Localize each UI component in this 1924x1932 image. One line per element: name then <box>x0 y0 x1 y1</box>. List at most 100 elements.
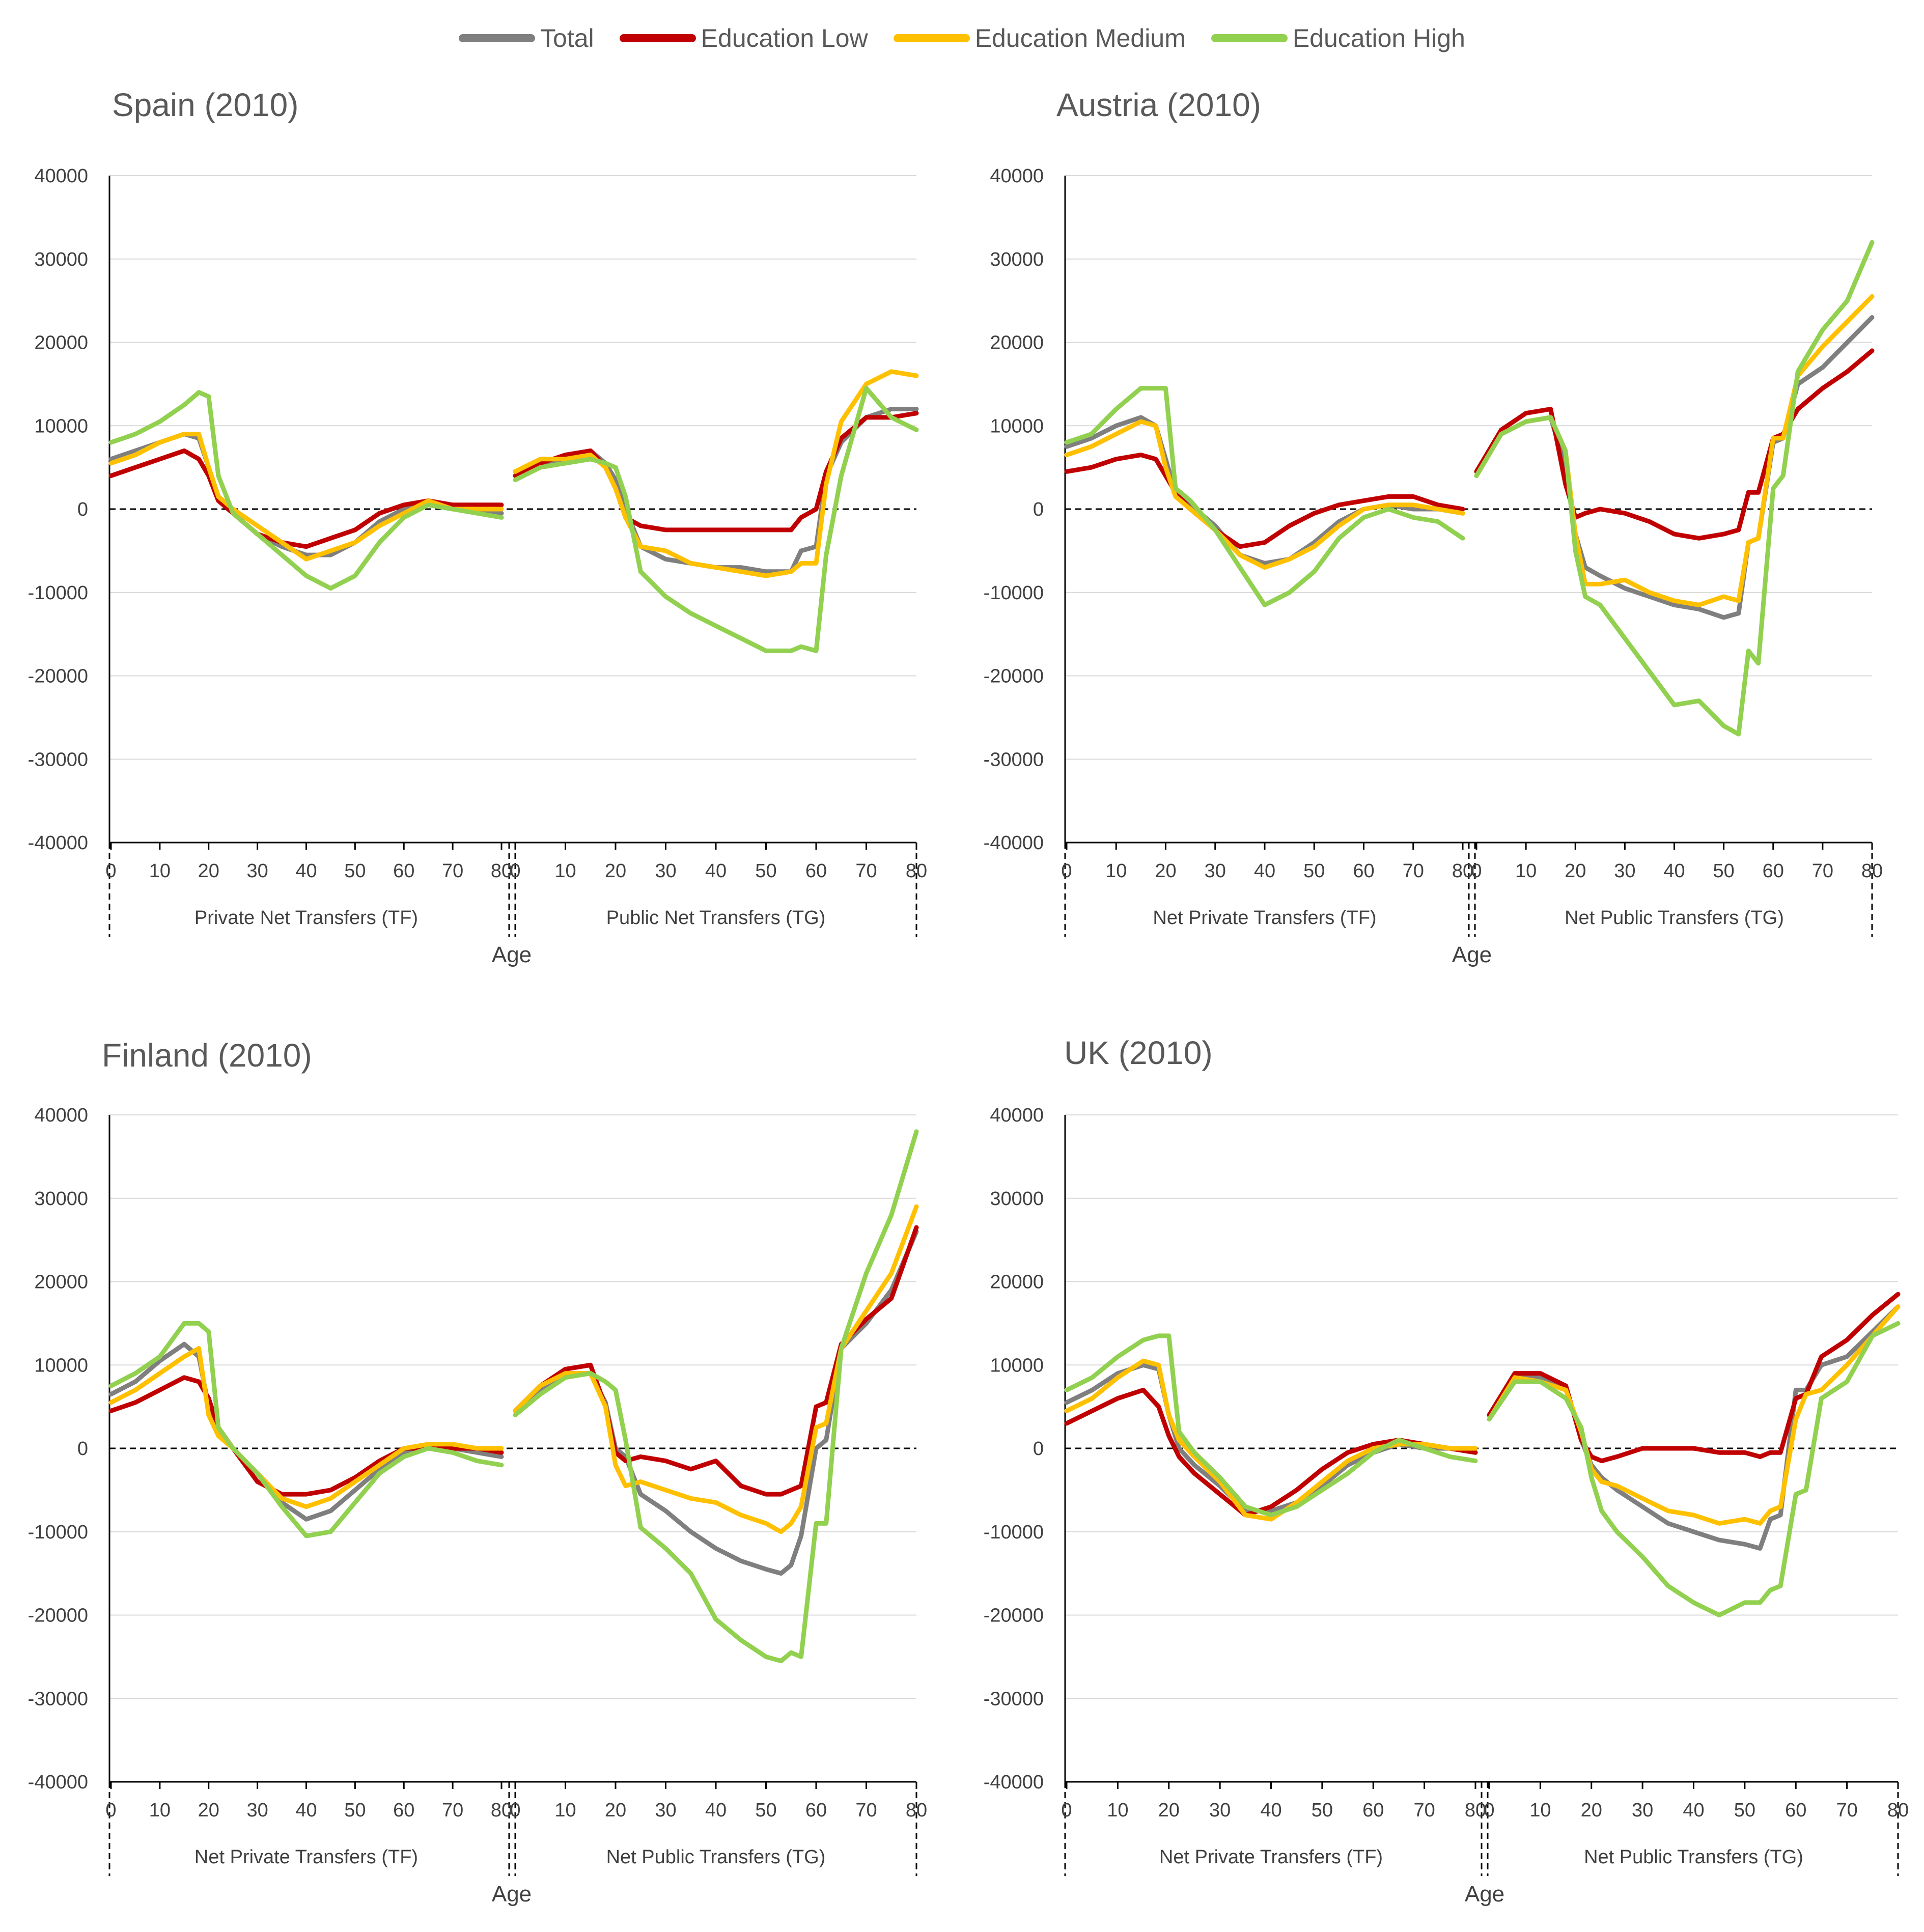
x-axis-label: Age <box>492 1882 532 1907</box>
panel-label: Net Public Transfers (TG) <box>606 1846 826 1868</box>
x-tick-label: 40 <box>295 1800 317 1821</box>
x-tick-label: 10 <box>1107 1800 1128 1821</box>
panel-label: Net Private Transfers (TF) <box>1159 1846 1383 1868</box>
y-tick-label: 30000 <box>990 249 1044 270</box>
y-tick-label: -20000 <box>984 1605 1044 1627</box>
x-tick-label: 60 <box>393 1800 414 1821</box>
y-tick-label: 10000 <box>990 415 1044 437</box>
series-line-total <box>513 407 919 574</box>
series-line-total <box>1064 1362 1478 1514</box>
x-tick-label: 10 <box>149 860 171 882</box>
legend: Total Education Low Education Medium Edu… <box>0 15 1924 61</box>
chart-title: Austria (2010) <box>1056 87 1261 123</box>
x-tick-label: 60 <box>805 860 827 882</box>
chart-finland-2010: Finland (2010) 40000 30000 20000 10000 0 -1000… <box>28 1037 927 1907</box>
chart-uk-2010: UK (2010) 40000 30000 20000 10000 0 -10000 -200… <box>984 1034 1909 1907</box>
series-line-education-high <box>513 386 919 653</box>
x-tick-label: 0 <box>1061 1800 1072 1821</box>
series-line-education-medium <box>108 432 504 562</box>
x-tick-label: 10 <box>149 1800 171 1821</box>
y-tick-label: 0 <box>77 499 88 520</box>
x-tick-label: 10 <box>554 1800 576 1821</box>
series-line-education-high <box>1064 386 1465 607</box>
y-tick-label: 10000 <box>34 415 88 437</box>
legend-item-education-medium: Education Medium <box>893 23 1186 53</box>
x-tick-label: 70 <box>855 860 877 882</box>
series-line-education-medium <box>1487 1304 1901 1526</box>
x-tick-label: 10 <box>554 860 576 882</box>
x-tick-label: 60 <box>1353 860 1374 882</box>
x-tick-label: 50 <box>755 1800 776 1821</box>
series-line-education-low <box>1064 1387 1478 1518</box>
panel-net-private-transfers-tf: 0 10 20 30 40 50 60 70 80 Net Private Transfers (… <box>105 1321 512 1868</box>
panel-net-private-transfers-tf: 0 10 20 30 40 50 60 70 80 Net Private Transfers (… <box>1061 1333 1486 1868</box>
series-line-education-low <box>1064 453 1465 549</box>
legend-label-education-low: Education Low <box>701 24 868 52</box>
y-tick-label: -10000 <box>984 582 1044 604</box>
x-tick-label: 20 <box>1565 860 1586 882</box>
series-line-education-high <box>513 1129 919 1664</box>
chart-title: UK (2010) <box>1064 1034 1213 1071</box>
panel-label: Private Net Transfers (TF) <box>194 907 418 929</box>
panel-public-net-transfers-tg: 0 10 20 30 40 50 60 70 80 Public Net Transfers (T… <box>510 369 927 929</box>
x-tick-label: 30 <box>655 1800 676 1821</box>
x-tick-label: 10 <box>1529 1800 1551 1821</box>
x-tick-label: 10 <box>1515 860 1537 882</box>
legend-swatch-education-high <box>1211 34 1288 42</box>
x-tick-label: 80 <box>1887 1800 1909 1821</box>
y-tick-label: -30000 <box>28 1688 88 1710</box>
x-tick-label: 0 <box>1061 860 1072 882</box>
y-tick-label: 0 <box>1033 499 1044 520</box>
x-tick-label: 70 <box>442 1800 463 1821</box>
x-tick-label: 30 <box>1614 860 1635 882</box>
panel-net-public-transfers-tg: 0 10 20 30 40 50 60 70 80 Net Public Transfers (T… <box>1471 240 1883 929</box>
x-tick-label: 50 <box>1312 1800 1333 1821</box>
x-tick-label: 80 <box>491 1800 512 1821</box>
x-tick-label: 80 <box>491 860 512 882</box>
y-tick-label: 10000 <box>990 1355 1044 1376</box>
legend-label-total: Total <box>540 24 594 52</box>
series-line-education-medium <box>108 1346 504 1509</box>
x-tick-label: 40 <box>295 860 317 882</box>
y-tick-label: 20000 <box>34 332 88 354</box>
panel-label: Public Net Transfers (TG) <box>606 907 826 929</box>
x-tick-label: 30 <box>1209 1800 1231 1821</box>
panel-net-public-transfers-tg: 0 10 20 30 40 50 60 70 80 Net Public Transfers (T… <box>1484 1292 1909 1868</box>
x-tick-label: 20 <box>198 1800 219 1821</box>
x-tick-label: 0 <box>1484 1800 1494 1821</box>
series-line-education-high <box>1064 1333 1478 1518</box>
series-line-education-high <box>108 390 504 591</box>
x-tick-label: 80 <box>1465 1800 1486 1821</box>
y-tick-label: 30000 <box>34 249 88 270</box>
y-tick-label: -10000 <box>984 1522 1044 1543</box>
panel-label: Net Private Transfers (TF) <box>1153 907 1376 929</box>
x-tick-label: 30 <box>655 860 676 882</box>
series-line-education-high <box>108 1321 504 1538</box>
series-line-education-low <box>108 448 504 549</box>
y-tick-label: -40000 <box>984 1772 1044 1793</box>
x-tick-label: 70 <box>1836 1800 1857 1821</box>
x-tick-label: 30 <box>246 860 268 882</box>
y-tick-label: 0 <box>1033 1438 1044 1460</box>
series-line-education-medium <box>513 369 919 578</box>
x-tick-label: 80 <box>1861 860 1883 882</box>
x-tick-label: 0 <box>105 860 116 882</box>
x-tick-label: 70 <box>1413 1800 1435 1821</box>
x-tick-label: 40 <box>705 1800 727 1821</box>
series-line-education-low <box>513 1225 919 1497</box>
y-tick-label: 40000 <box>990 165 1044 187</box>
legend-swatch-education-medium <box>893 34 970 42</box>
panel-label: Net Private Transfers (TF) <box>194 1846 418 1868</box>
x-tick-label: 50 <box>1303 860 1325 882</box>
y-tick-label: 20000 <box>34 1272 88 1293</box>
y-tick-label: -40000 <box>28 832 88 854</box>
legend-item-total: Total <box>459 23 594 53</box>
panel-net-public-transfers-tg: 0 10 20 30 40 50 60 70 80 Net Public Transfers (T… <box>510 1129 927 1868</box>
y-tick-label: 10000 <box>34 1355 88 1376</box>
series-line-education-low <box>1474 348 1875 541</box>
x-tick-label: 20 <box>1155 860 1176 882</box>
y-tick-label: 0 <box>77 1438 88 1460</box>
y-tick-label: -20000 <box>28 1605 88 1627</box>
legend-swatch-total <box>459 34 536 42</box>
chart-title: Finland (2010) <box>102 1037 312 1074</box>
